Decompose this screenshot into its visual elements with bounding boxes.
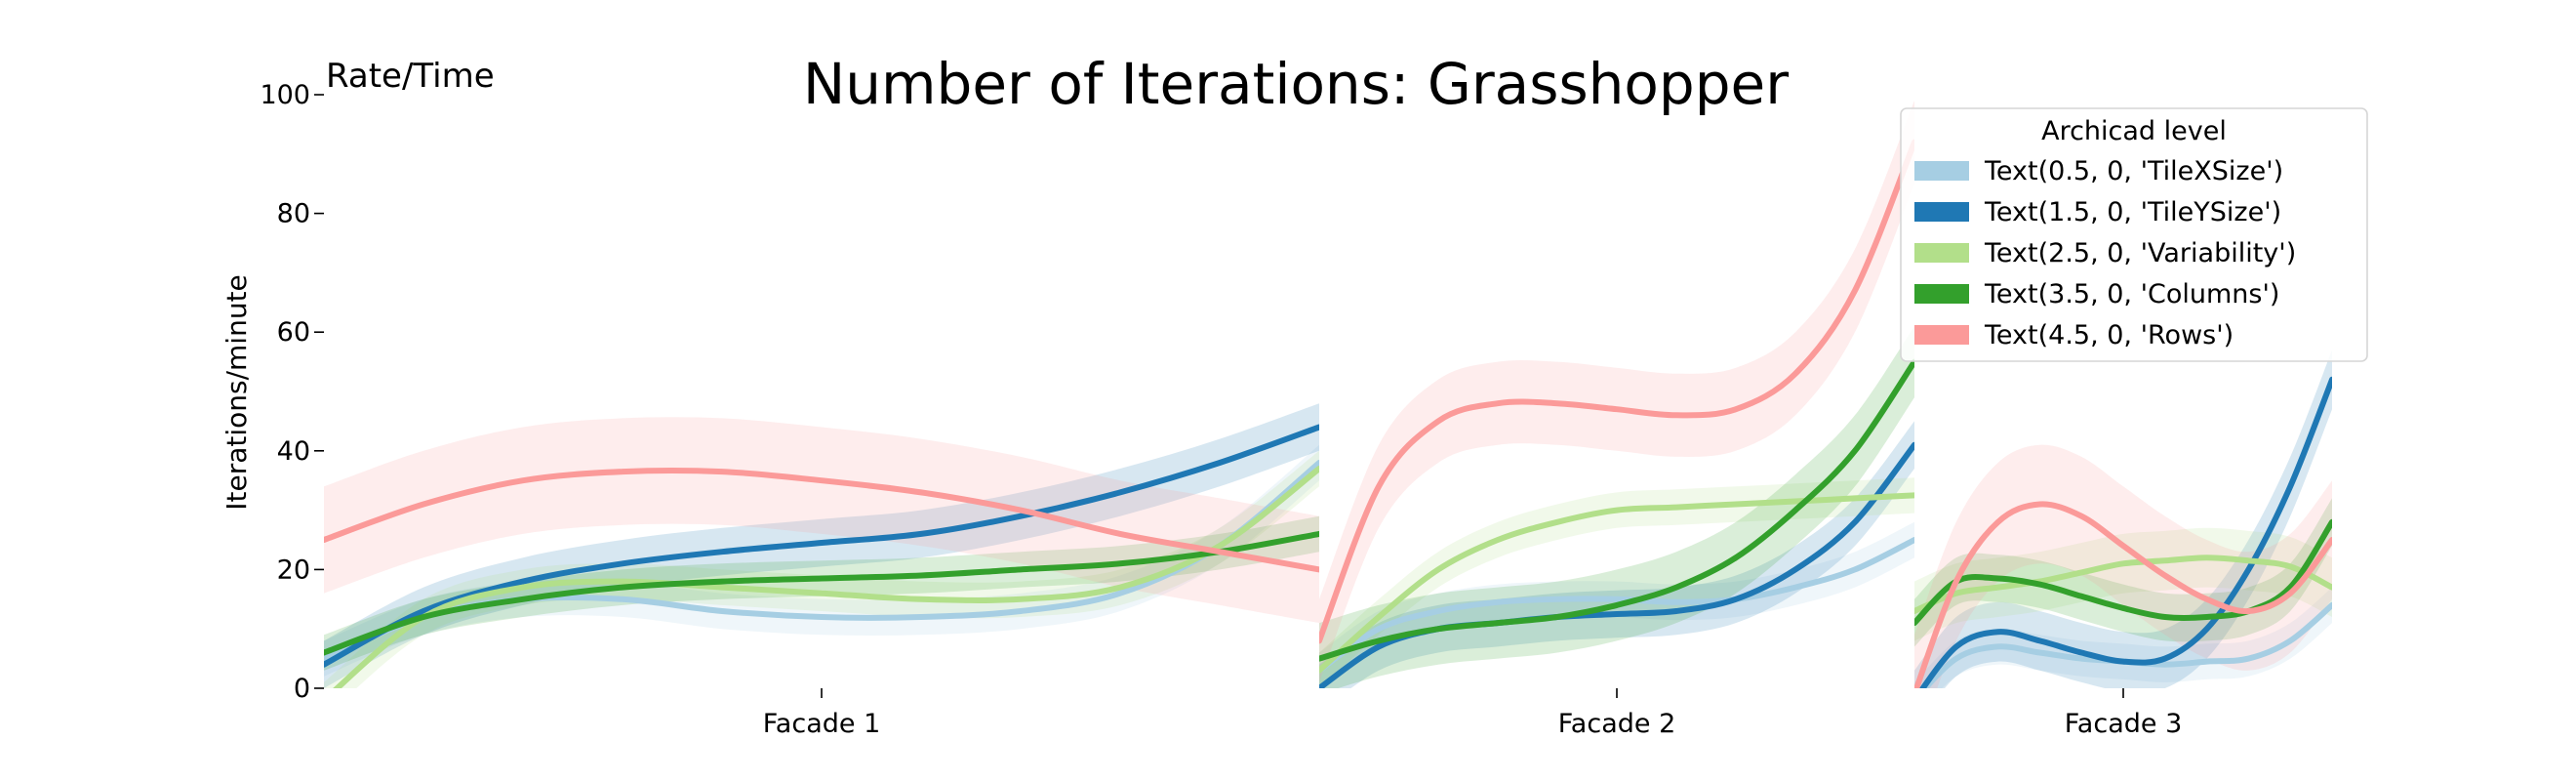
- confidence-band: [1319, 101, 1914, 682]
- series-line: [324, 424, 1319, 668]
- y-tick-label: 0: [294, 674, 310, 704]
- series-line: [1914, 555, 2332, 614]
- legend-entry: Text(2.5, 0, 'Variability'): [1914, 238, 2296, 268]
- x-tick-label: Facade 1: [763, 709, 881, 739]
- series-line: [324, 530, 1319, 656]
- series-line: [1914, 501, 2332, 688]
- panel-2: [1319, 101, 1914, 688]
- legend-entry: Text(4.5, 0, 'Rows'): [1914, 320, 2234, 350]
- legend-swatch: [1914, 202, 1969, 222]
- series-line: [1319, 537, 1914, 674]
- legend-entry: Text(3.5, 0, 'Columns'): [1914, 279, 2279, 309]
- legend-swatch: [1914, 284, 1969, 304]
- panels-layer: [324, 101, 2332, 688]
- series-line: [333, 466, 1319, 688]
- legend-label: Text(4.5, 0, 'Rows'): [1984, 320, 2234, 350]
- y-tick-label: 20: [277, 555, 310, 585]
- legend-label: Text(3.5, 0, 'Columns'): [1984, 279, 2279, 309]
- legend-entry: Text(1.5, 0, 'TileYSize'): [1914, 197, 2281, 227]
- confidence-band: [324, 450, 1319, 688]
- panel-3: [1914, 349, 2332, 688]
- confidence-band: [1914, 444, 2332, 688]
- legend-label: Text(2.5, 0, 'Variability'): [1984, 238, 2296, 268]
- series-line: [1319, 358, 1914, 662]
- legend-swatch: [1914, 161, 1969, 181]
- y-tick-label: 60: [277, 317, 310, 348]
- axes-layer: Facade 1 Facade 2 Facade 3 0 20 40 60 80 100: [260, 80, 2182, 739]
- legend-label: Text(1.5, 0, 'TileYSize'): [1984, 197, 2281, 227]
- confidence-band: [324, 403, 1319, 688]
- legend-title: Archicad level: [2041, 116, 2227, 146]
- y-tick-label: 80: [277, 199, 310, 229]
- corner-label: Rate/Time: [326, 57, 495, 96]
- legend-swatch: [1914, 243, 1969, 263]
- series-line: [1319, 139, 1914, 644]
- legend-frame: [1900, 107, 2368, 362]
- x-tick-label: Facade 2: [1558, 709, 1676, 739]
- y-tick-label: 40: [277, 436, 310, 467]
- confidence-band: [324, 417, 1319, 624]
- series-line: [324, 467, 1319, 573]
- confidence-band: [1319, 326, 1914, 688]
- y-tick-label: 100: [260, 80, 310, 110]
- legend-entry: Text(0.5, 0, 'TileXSize'): [1914, 156, 2283, 186]
- confidence-band: [324, 444, 1319, 677]
- legend-label: Text(0.5, 0, 'TileXSize'): [1984, 156, 2283, 186]
- legend-swatch: [1914, 325, 1969, 345]
- y-axis-label: Iterations/minute: [221, 274, 253, 511]
- series-line: [1918, 376, 2332, 688]
- confidence-band: [1319, 421, 1914, 688]
- chart-title: Number of Iterations: Grasshopper: [803, 51, 1789, 117]
- panel-1: [324, 403, 1319, 688]
- legend: Archicad level Text(0.5, 0, 'TileXSize')…: [1900, 107, 2368, 362]
- x-tick-label: Facade 3: [2065, 709, 2183, 739]
